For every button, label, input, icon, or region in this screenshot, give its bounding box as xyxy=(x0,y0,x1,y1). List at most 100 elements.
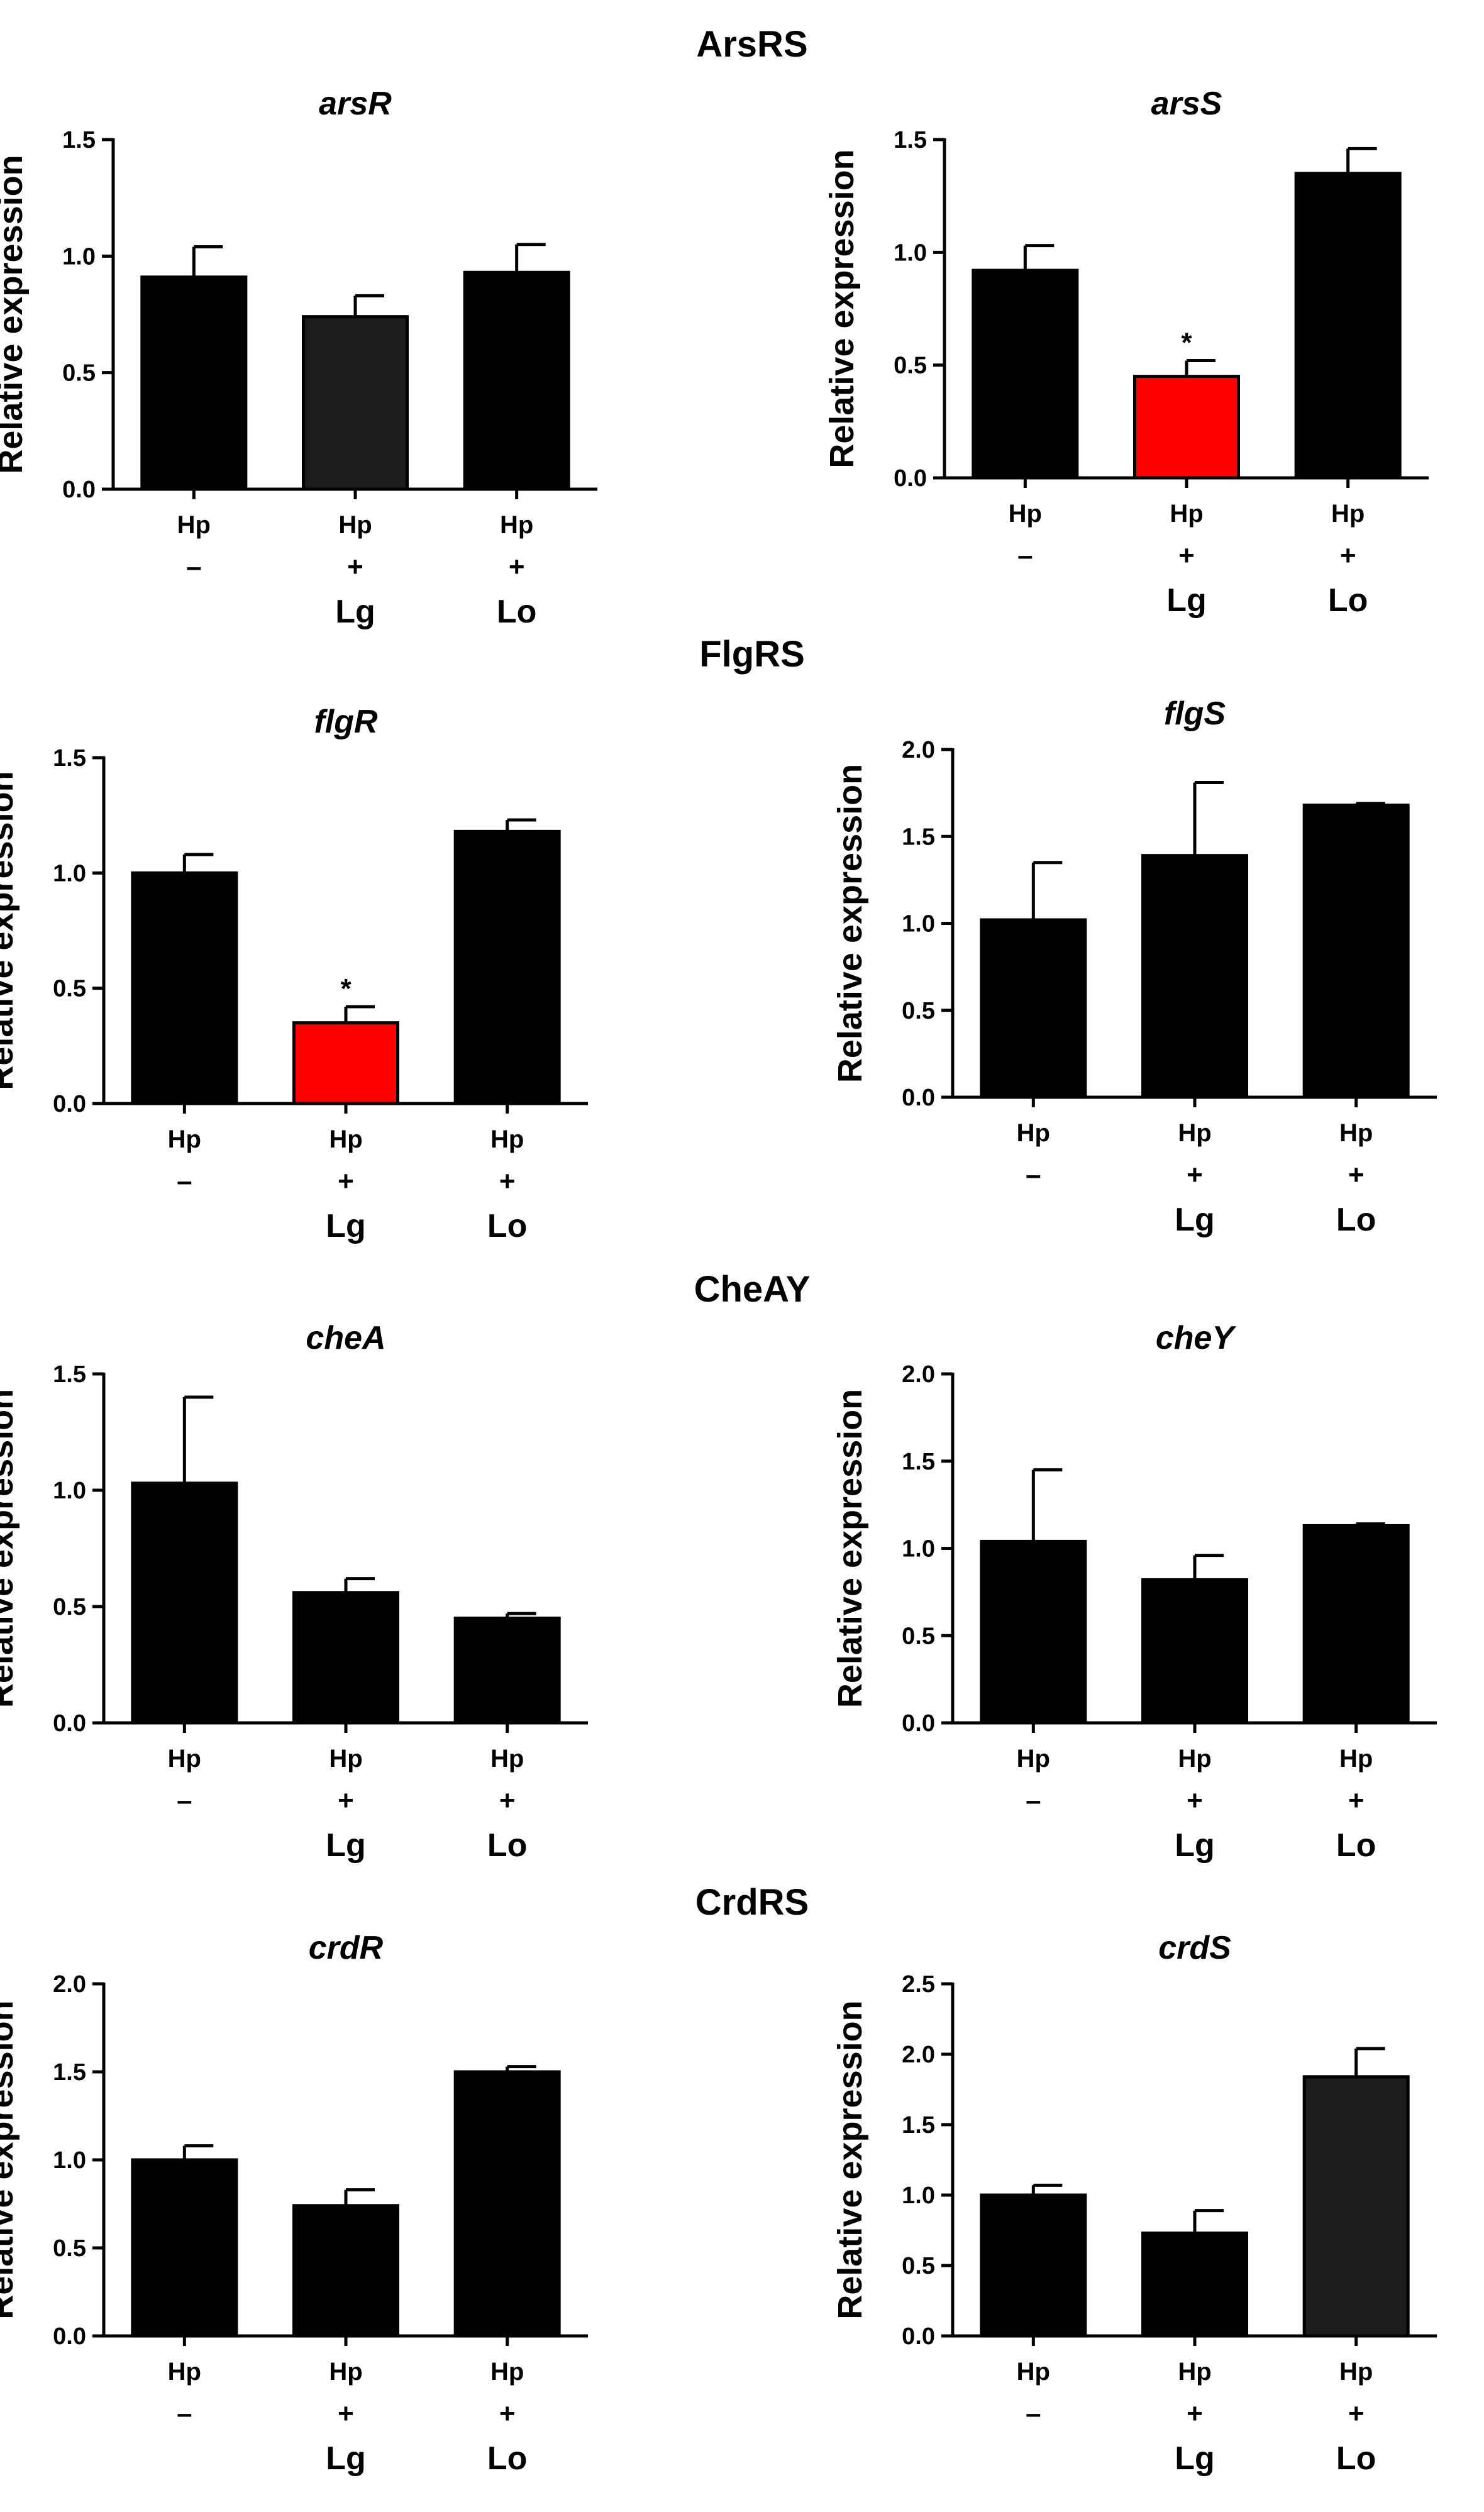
x-tick-label-sign: + xyxy=(1187,1159,1203,1190)
y-tick-label: 0.0 xyxy=(902,2323,935,2350)
bar xyxy=(1302,2075,1410,2338)
x-tick-label-group: Lg xyxy=(1175,1827,1215,1864)
y-tick-label: 1.5 xyxy=(53,2059,86,2086)
bar xyxy=(131,1481,238,1725)
significance-marker: * xyxy=(340,973,352,1004)
x-tick-label-sign: + xyxy=(1348,2398,1365,2429)
chart-crdS: crdS Relative expression 0.0 0.5 1.0 1.5 2.0 2.… xyxy=(831,1930,1437,2477)
x-tick-label-sign: + xyxy=(338,2398,354,2429)
bar xyxy=(1294,172,1402,480)
y-tick-label: 0.5 xyxy=(53,2235,86,2262)
bar xyxy=(1302,1524,1410,1725)
y-axis-label: Relative expression xyxy=(831,2000,869,2319)
y-tick-label: 1.5 xyxy=(894,127,927,153)
y-tick-label: 0.5 xyxy=(62,360,96,387)
chart-arsS: arsS Relative expression 0.0 0.5 1.0 1.5 Hp – * H… xyxy=(823,86,1429,619)
y-axis-label: Relative expression xyxy=(823,149,861,468)
x-tick-label-group: Lg xyxy=(326,2440,366,2477)
x-tick-label-sign: – xyxy=(1026,1785,1041,1816)
y-tick-label: 1.0 xyxy=(53,2147,86,2174)
chart-flgS: flgS Relative expression 0.0 0.5 1.0 1.5 2.0 Hp… xyxy=(831,695,1437,1238)
x-tick-label-strain: Hp xyxy=(1017,1745,1050,1773)
chart-flgR: flgR Relative expression 0.0 0.5 1.0 1.5 Hp – * H… xyxy=(0,704,588,1244)
y-tick-label: 0.0 xyxy=(53,2323,86,2350)
y-tick-label: 2.0 xyxy=(53,1971,86,1998)
x-tick-label-sign: + xyxy=(1187,1785,1203,1816)
x-tick-label-sign: + xyxy=(338,1166,354,1197)
y-tick-label: 1.0 xyxy=(894,240,927,266)
x-tick-label-group: Lo xyxy=(487,1208,528,1244)
x-tick-label-sign: – xyxy=(177,1166,192,1197)
bar xyxy=(131,871,238,1105)
bar xyxy=(1141,1578,1248,1725)
x-tick-label-sign: + xyxy=(347,551,363,582)
y-tick-label: 2.5 xyxy=(902,1971,935,1998)
x-tick-label-strain: Hp xyxy=(1178,1745,1211,1773)
x-tick-label-sign: + xyxy=(499,1166,516,1197)
bar xyxy=(1302,803,1410,1099)
x-tick-label-strain: Hp xyxy=(1339,1745,1373,1773)
x-tick-label-group: Lo xyxy=(1336,1827,1376,1864)
x-tick-label-sign: – xyxy=(177,1785,192,1816)
section-title-arsrs: ArsRS xyxy=(696,24,807,65)
x-tick-label-sign: + xyxy=(1187,2398,1203,2429)
chart-title: cheY xyxy=(1156,1320,1237,1356)
bar xyxy=(140,275,248,491)
x-tick-label-group: Lo xyxy=(1328,582,1368,619)
significance-marker: * xyxy=(1181,327,1192,358)
bar xyxy=(1141,2231,1248,2338)
chart-title: flgR xyxy=(314,704,378,740)
x-tick-label-strain: Hp xyxy=(1339,2358,1373,2386)
y-tick-label: 1.0 xyxy=(902,2183,935,2209)
y-tick-label: 0.0 xyxy=(902,1085,935,1111)
y-tick-label: 1.5 xyxy=(62,127,96,153)
x-tick-label-strain: Hp xyxy=(490,2358,524,2386)
y-axis-label: Relative expression xyxy=(0,155,30,473)
y-tick-label: 0.0 xyxy=(902,1710,935,1737)
y-tick-label: 0.0 xyxy=(53,1710,86,1737)
bar xyxy=(980,1539,1087,1725)
y-axis-label: Relative expression xyxy=(0,2000,20,2319)
x-tick-label-strain: Hp xyxy=(1017,2358,1050,2386)
y-axis-label: Relative expression xyxy=(831,1389,869,1708)
x-tick-label-group: Lg xyxy=(326,1208,366,1244)
x-tick-label-sign: + xyxy=(338,1785,354,1816)
x-tick-label-sign: – xyxy=(177,2398,192,2429)
y-tick-label: 0.5 xyxy=(53,1594,86,1620)
chart-title: arsR xyxy=(319,86,392,122)
x-tick-label-group: Lg xyxy=(1175,2440,1215,2477)
y-tick-label: 1.5 xyxy=(53,745,86,772)
x-tick-label-sign: + xyxy=(1348,1785,1365,1816)
bar xyxy=(292,2204,399,2338)
x-tick-label-group: Lg xyxy=(1166,582,1207,619)
chart-title: flgS xyxy=(1164,695,1226,732)
section-title-crdrs: CrdRS xyxy=(695,1882,809,1923)
chart-title: cheA xyxy=(306,1320,385,1356)
y-tick-label: 0.5 xyxy=(902,998,935,1024)
x-tick-label-group: Lo xyxy=(497,594,537,630)
y-tick-label: 1.0 xyxy=(53,1478,86,1504)
section-title-cheay: CheAY xyxy=(694,1269,811,1310)
x-tick-label-strain: Hp xyxy=(1178,2358,1211,2386)
x-tick-label-strain: Hp xyxy=(1170,500,1203,528)
bar xyxy=(1133,375,1240,480)
x-tick-label-sign: + xyxy=(509,551,525,582)
x-tick-label-strain: Hp xyxy=(1178,1119,1211,1147)
x-tick-label-strain: Hp xyxy=(338,511,372,539)
x-tick-label-group: Lg xyxy=(335,594,375,630)
bar xyxy=(453,2070,561,2338)
x-tick-label-sign: + xyxy=(1348,1159,1365,1190)
y-tick-label: 0.0 xyxy=(62,477,96,503)
x-tick-label-group: Lo xyxy=(1336,2440,1376,2477)
x-tick-label-strain: Hp xyxy=(500,511,533,539)
chart-cheA: cheA Relative expression 0.0 0.5 1.0 1.5 Hp – Hp… xyxy=(0,1320,588,1864)
y-axis-label: Relative expression xyxy=(0,1389,20,1708)
bar xyxy=(463,270,570,491)
x-tick-label-strain: Hp xyxy=(177,511,211,539)
x-tick-label-group: Lo xyxy=(1336,1202,1376,1238)
bar xyxy=(302,315,409,491)
x-tick-label-strain: Hp xyxy=(490,1745,524,1773)
y-axis-label: Relative expression xyxy=(0,771,20,1090)
y-tick-label: 0.0 xyxy=(53,1091,86,1117)
